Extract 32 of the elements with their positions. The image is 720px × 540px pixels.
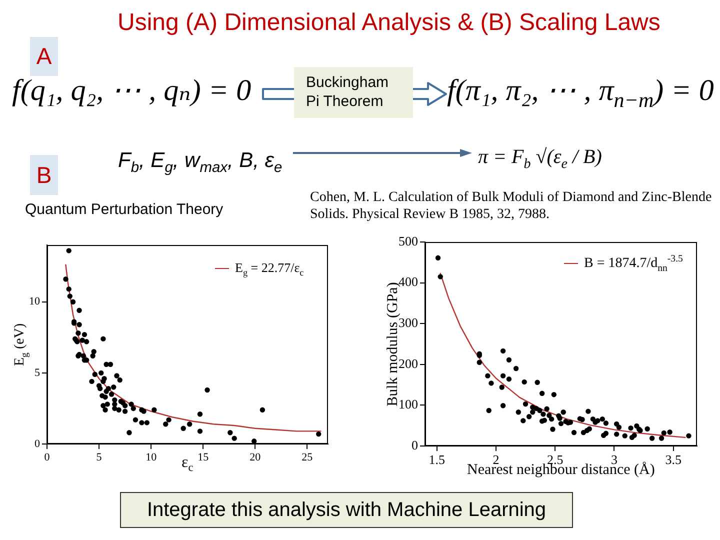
text: Buckingham Pi Theorem [306, 74, 389, 110]
x-tick-label: 1.5 [428, 452, 445, 468]
x-tick-label: 3.5 [665, 452, 682, 468]
x-tick-label: 3 [610, 452, 618, 468]
text: Quantum Perturbation Theory [25, 201, 224, 218]
x-axis-title: ε$_{c}$ [182, 454, 194, 474]
text: Integrate this analysis with Machine Learning [146, 498, 546, 522]
text: Cohen, M. L. Calculation of Bulk Moduli of Diamond and Zinc-Blende Solids. Physical Review B 1985, 32, 7988. [310, 190, 712, 222]
text: F$_{b}$, E$_{g}$, w$_{max}$, B, ε$_{e}$ [118, 149, 282, 176]
text: f(q₁, q₂, ⋯ , qₙ) = 0 [12, 74, 252, 107]
x-tick-label: 5 [96, 451, 102, 464]
text: f(π₁, π₂, ⋯ , π$_{n−m}$) = 0 [447, 74, 714, 112]
x-tick-label: 20 [250, 451, 262, 464]
y-tick-label: 5 [34, 366, 40, 379]
y-tick-label: 500 [398, 233, 418, 248]
x-tick-label: 2 [492, 452, 500, 468]
y-tick-label: 0 [34, 438, 40, 450]
x-tick-label: 10 [146, 451, 158, 464]
text: Using (A) Dimensional Analysis & (B) Scaling Laws [118, 9, 660, 37]
y-tick-label: 400 [398, 274, 418, 290]
y-tick-label: 10 [29, 296, 40, 308]
y-tick-label: 300 [398, 315, 418, 330]
text: π = F$_{b}$ √(ε$_{e}$ / B) [478, 146, 602, 172]
text: A [36, 43, 52, 70]
x-tick-label: 0 [44, 451, 50, 464]
text: B [36, 162, 52, 188]
y-tick-label: 100 [398, 396, 418, 412]
legend-label: E$_{g}$ = 22.77/ε$_{c}$ [235, 259, 304, 278]
x-tick-label: 25 [302, 451, 314, 464]
y-tick-label: 200 [398, 356, 418, 371]
y-tick-label: 0 [412, 437, 418, 452]
x-tick-label: 15 [198, 451, 210, 464]
